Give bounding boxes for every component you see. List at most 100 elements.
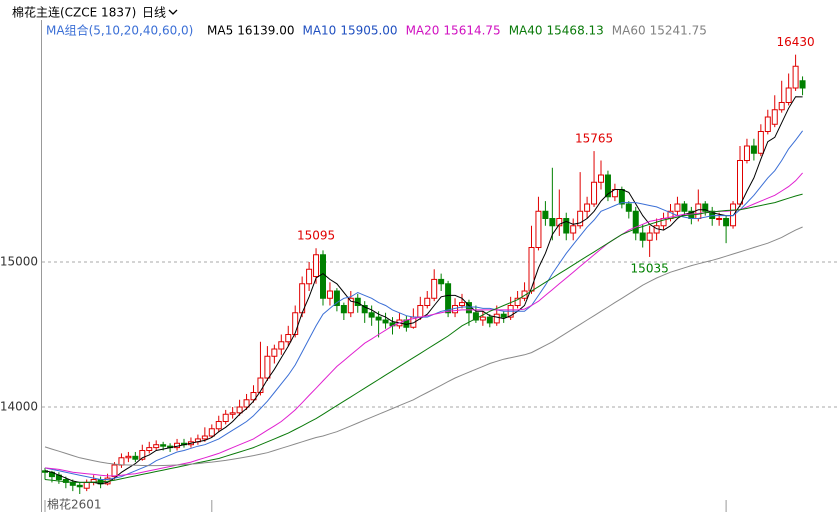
candle-body — [201, 435, 208, 440]
candle-body — [750, 145, 757, 154]
candle-body — [333, 290, 340, 307]
legend-name: MA40 — [509, 24, 543, 38]
candle-body — [764, 116, 771, 133]
candle-body — [591, 181, 598, 205]
symbol-title[interactable]: 棉花主连(CZCE 1837) — [12, 5, 136, 20]
candle-body — [438, 278, 445, 285]
candle-body — [257, 377, 264, 394]
candle-body — [445, 283, 452, 314]
candle-body — [785, 87, 792, 104]
legend-name: MA60 — [612, 24, 646, 38]
ma-line — [44, 193, 803, 483]
candle-body — [250, 392, 257, 401]
candle-body — [743, 145, 750, 162]
extreme-label: 16430 — [777, 35, 815, 49]
x-tick-label: 棉花2601 — [47, 497, 102, 512]
candle-body — [709, 210, 716, 220]
candle-body — [674, 203, 681, 212]
ma-line — [44, 172, 803, 477]
candle-body — [723, 218, 730, 227]
candle-body — [132, 455, 139, 460]
candle-body — [639, 232, 646, 241]
candle-body — [278, 341, 285, 350]
candle-body — [681, 203, 688, 212]
candle-body — [417, 305, 424, 318]
extreme-label: 15095 — [297, 229, 335, 243]
legend-value: 15614.75 — [443, 24, 500, 38]
candle-body — [799, 80, 806, 89]
candle-body — [771, 109, 778, 125]
legend-value: 15468.13 — [547, 24, 604, 38]
legend-name: MA5 — [207, 24, 233, 38]
candle-body — [153, 444, 160, 449]
candle-body — [486, 316, 493, 324]
period-selector[interactable]: 日线 — [142, 6, 166, 20]
extreme-label: 15035 — [631, 261, 669, 275]
candle-body — [382, 319, 389, 324]
candle-body — [604, 174, 611, 198]
candle-body — [326, 290, 333, 299]
candle-body — [368, 312, 375, 318]
candle-body — [695, 203, 702, 220]
candle-body — [514, 297, 521, 307]
candle-body — [347, 297, 354, 314]
candle-body — [563, 218, 570, 234]
candle-body — [472, 312, 479, 321]
candle-body — [716, 218, 723, 221]
candle-body — [556, 218, 563, 227]
ma-group[interactable]: MA组合(5,10,20,40,60,0) — [46, 23, 193, 38]
candle-body — [222, 413, 229, 423]
candle-body — [208, 428, 215, 437]
candle-body — [76, 484, 83, 488]
candle-body — [584, 203, 591, 212]
candle-body — [146, 447, 153, 452]
extreme-label: 15765 — [575, 132, 613, 146]
candle-body — [737, 160, 743, 205]
candle-body — [577, 210, 584, 227]
candle-body — [431, 278, 438, 299]
candle-body — [320, 254, 326, 299]
legend-name: MA20 — [406, 24, 440, 38]
candle-body — [570, 225, 577, 234]
candle-body — [632, 210, 639, 234]
candle-body — [549, 218, 556, 227]
candle-body — [160, 444, 167, 447]
candle-body — [493, 313, 500, 324]
candle-body — [702, 203, 709, 212]
y-tick-label: 15000 — [0, 255, 38, 269]
candle-body — [479, 316, 486, 321]
candle-body — [424, 297, 431, 307]
candle-body — [792, 65, 799, 89]
candle-body — [243, 399, 250, 408]
candle-body — [521, 290, 528, 299]
candle-body — [313, 254, 320, 278]
candle-body — [542, 210, 549, 220]
legend-value: 16139.00 — [237, 24, 294, 38]
candle-body — [271, 348, 278, 357]
legend-name: MA10 — [302, 24, 336, 38]
legend-value: 15905.00 — [340, 24, 397, 38]
ma-line — [44, 130, 804, 480]
candle-body — [83, 481, 90, 489]
candle-body — [618, 189, 625, 205]
candle-body — [215, 421, 222, 430]
candle-body — [625, 203, 632, 212]
candle-body — [375, 316, 382, 321]
candle-body — [646, 232, 653, 241]
candle-body — [229, 412, 236, 415]
candle-body — [598, 174, 604, 183]
candle-body — [340, 305, 347, 314]
candle-body — [361, 305, 368, 314]
candle-body — [778, 102, 785, 111]
candle-body — [757, 131, 764, 154]
candle-body — [118, 457, 125, 466]
candle-body — [459, 302, 465, 307]
y-tick-label: 14000 — [0, 400, 38, 414]
candle-body — [306, 268, 313, 285]
candle-body — [285, 334, 292, 343]
legend-value: 15241.75 — [650, 24, 707, 38]
candle-body — [139, 450, 146, 460]
ma-line — [44, 226, 803, 467]
period-chevron[interactable] — [168, 9, 178, 15]
